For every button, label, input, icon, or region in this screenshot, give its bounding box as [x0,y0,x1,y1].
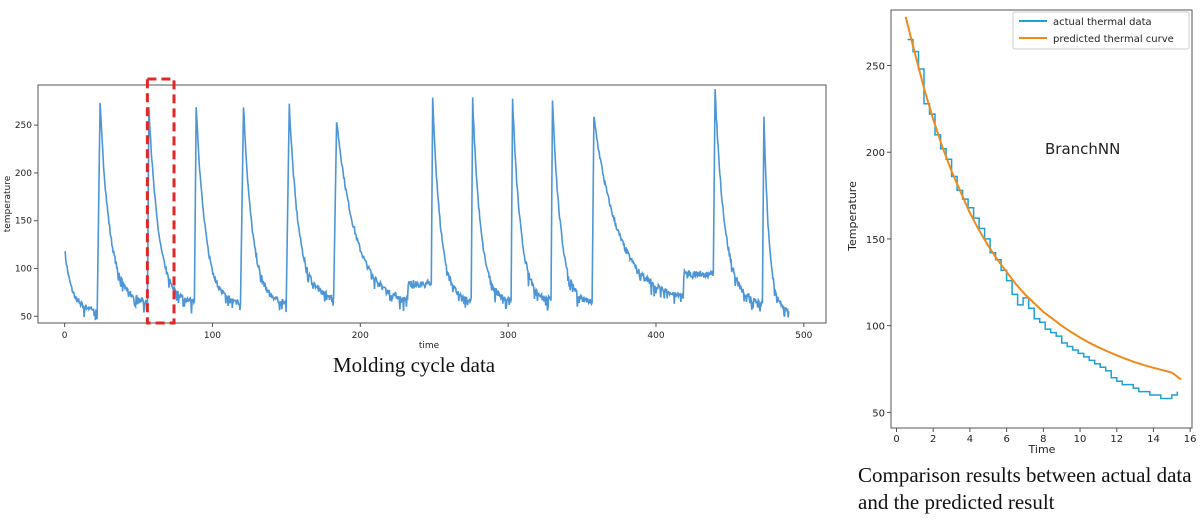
left-y-tick-label: 150 [15,217,32,227]
molding-cycle-chart: 0 100 200 300 400 500 50 100 150 200 250 time tem… [3,77,827,351]
highlight-box [145,77,176,325]
left-x-tick-label: 400 [647,331,664,341]
right-x-tick-label: 12 [1110,434,1123,445]
left-x-tick-label: 0 [62,331,68,341]
right-y-tick-label: 50 [872,408,885,419]
right-y-axis-label: Temperature [846,181,859,252]
comparison-chart: 0 2 4 6 8 10 12 14 16 50 100 150 200 250 Time Temper… [846,9,1197,456]
right-y-tick-label: 200 [866,148,885,159]
predicted-thermal-line [904,16,1182,381]
legend-label-actual: actual thermal data [1053,17,1152,28]
right-x-axis-label: Time [1028,443,1056,456]
legend-box [1012,11,1190,50]
left-y-tick-label: 50 [21,312,33,322]
left-x-ticks: 0 100 200 300 400 500 [62,323,813,341]
right-x-tick-label: 6 [1003,434,1009,445]
actual-thermal-line [907,38,1179,400]
right-x-tick-label: 4 [967,434,973,445]
right-y-ticks: 50 100 150 200 250 [866,62,891,419]
left-plot-frame [37,84,827,324]
left-y-tick-label: 200 [15,169,32,179]
left-y-ticks: 50 100 150 200 250 [15,121,38,322]
left-x-tick-label: 500 [795,331,812,341]
right-y-tick-label: 250 [866,62,885,73]
right-x-tick-label: 2 [930,434,936,445]
left-y-axis-label: temperature [3,175,13,232]
right-y-tick-label: 100 [866,322,885,333]
right-y-tick-label: 150 [866,235,885,246]
left-x-tick-label: 300 [500,331,517,341]
left-caption: Molding cycle data [333,353,496,377]
right-x-tick-label: 0 [893,434,899,445]
right-x-ticks: 0 2 4 6 8 10 12 14 16 [893,428,1197,445]
left-y-tick-label: 250 [15,121,32,131]
left-series-group [64,89,790,321]
right-plot-frame [890,9,1193,429]
right-x-tick-label: 10 [1074,434,1087,445]
right-x-tick-label: 16 [1184,434,1197,445]
left-x-axis-label: time [419,341,440,351]
left-x-tick-label: 200 [352,331,369,341]
right-series-group [904,16,1182,400]
right-caption: Comparison results between actual data a… [858,463,1192,514]
left-x-tick-label: 100 [204,331,221,341]
right-x-tick-label: 8 [1040,434,1046,445]
left-y-tick-label: 100 [15,265,32,275]
legend: actual thermal data predicted thermal cu… [1012,11,1190,50]
temperature-series-line [64,89,790,321]
legend-label-predicted: predicted thermal curve [1053,34,1174,45]
right-x-tick-label: 14 [1147,434,1160,445]
model-annotation: BranchNN [1045,140,1120,158]
